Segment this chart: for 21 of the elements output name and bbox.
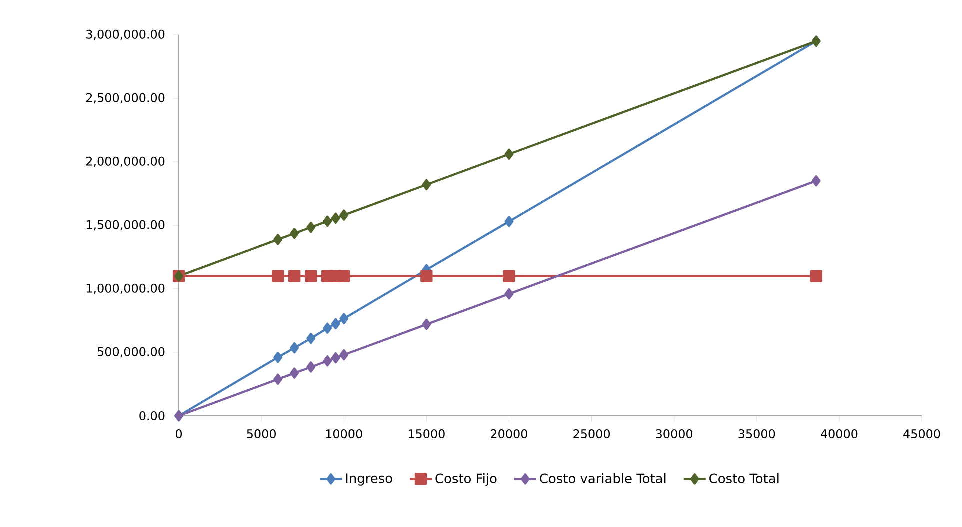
x-tick-label: 25000	[574, 430, 610, 439]
x-tick-label: 15000	[408, 430, 445, 439]
x-tick-label: 45000	[904, 430, 940, 439]
legend-label: Ingreso	[346, 474, 392, 486]
y-tick-label: 1,000,000.00	[86, 284, 165, 294]
legend-label: Costo Total	[710, 474, 779, 484]
y-tick-label: 2,000,000.00	[86, 156, 165, 168]
x-tick-label: 0	[176, 430, 182, 439]
x-tick-label: 5000	[247, 430, 276, 439]
y-tick-label: 0.00	[140, 411, 165, 421]
legend-label: Costo Fijo	[436, 474, 497, 486]
x-tick-label: 10000	[326, 430, 362, 439]
x-tick-label: 35000	[738, 430, 776, 439]
x-tick-label: 30000	[656, 430, 693, 439]
y-tick-label: 3,000,000.00	[86, 30, 165, 40]
y-tick-label: 500,000.00	[98, 347, 165, 358]
x-tick-label: 20000	[491, 430, 528, 439]
legend-label: Costo variable Total	[540, 474, 666, 484]
x-tick-label: 40000	[821, 430, 858, 439]
y-tick-label: 1,500,000.00	[86, 220, 165, 231]
y-tick-label: 2,500,000.00	[86, 93, 165, 104]
